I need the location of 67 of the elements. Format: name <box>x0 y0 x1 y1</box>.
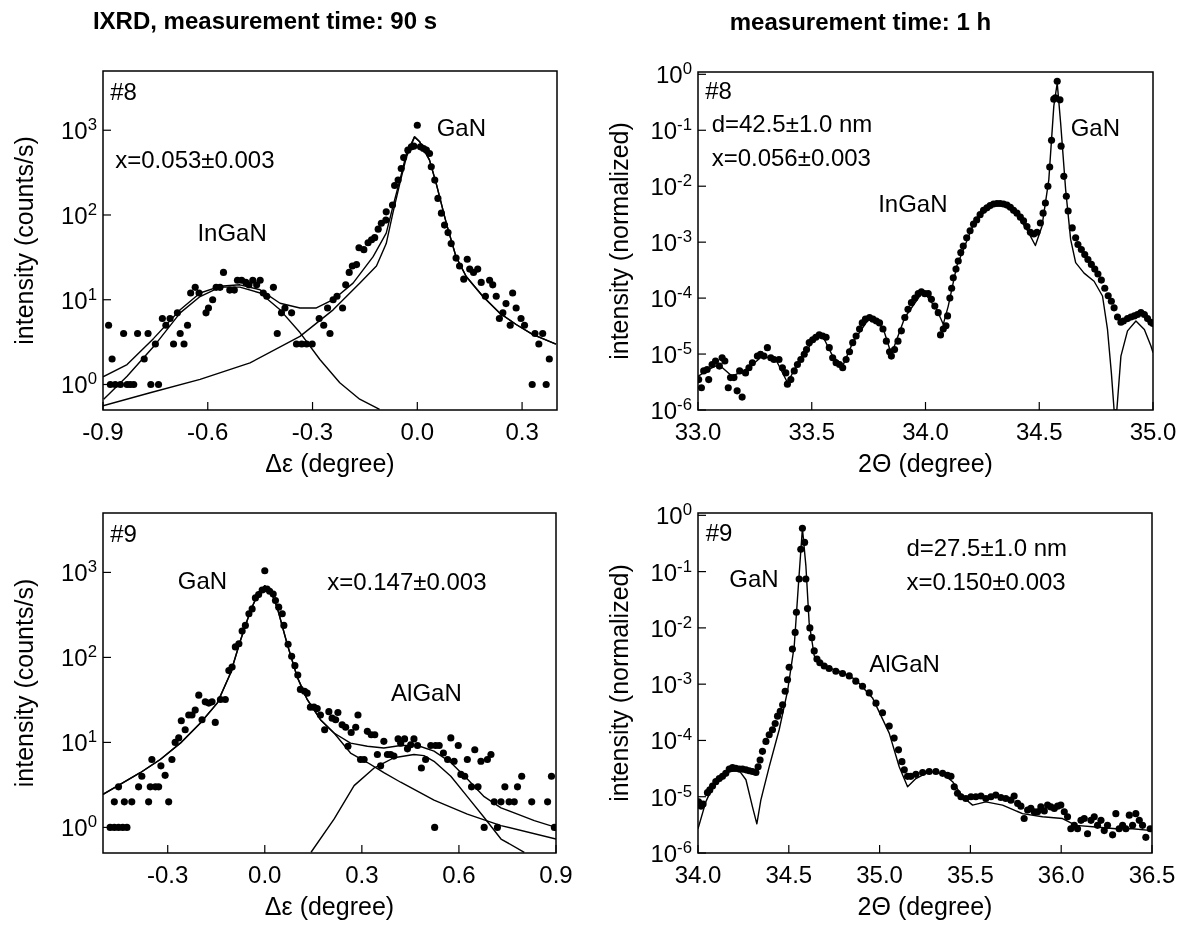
y-tick-label: 10$^{-1}$ <box>650 556 692 586</box>
x-tick-label: 0.3 <box>505 418 539 445</box>
x-axis-title: Δε (degree) <box>264 892 395 920</box>
x-tick-label: 34.5 <box>765 861 813 888</box>
y-tick-label: 10$^{-1}$ <box>650 114 692 145</box>
x-tick-label: -0.6 <box>187 418 229 445</box>
chart-title: measurement time: 1 h <box>729 8 992 35</box>
y-tick-label: 10$^{-5}$ <box>650 338 692 369</box>
annotation: x=0.150±0.003 <box>906 568 1066 596</box>
y-tick-label: 10$^{0}$ <box>60 811 97 842</box>
x-tick-label: 33.5 <box>788 418 836 445</box>
x-axis-title: Δε (degree) <box>265 449 395 477</box>
annotation: x=0.147±0.003 <box>327 568 487 596</box>
annotation: InGaN <box>878 190 948 218</box>
x-tick-label: 34.5 <box>1015 418 1063 445</box>
y-tick-label: 10$^{-2}$ <box>650 170 692 201</box>
y-tick-label: 10$^{0}$ <box>655 58 692 89</box>
annotation: AlGaN <box>391 679 462 707</box>
y-tick-label: 10$^{-4}$ <box>650 282 692 313</box>
y-tick-label: 10$^{-3}$ <box>650 668 692 699</box>
y-tick-label: 10$^{3}$ <box>60 114 97 145</box>
y-tick-label: 10$^{0}$ <box>60 368 97 399</box>
annotation: GaN <box>177 567 228 595</box>
annotation: GaN <box>1070 114 1120 142</box>
x-tick-label: 35.0 <box>1129 418 1177 445</box>
x-tick-label: -0.3 <box>291 418 334 445</box>
x-tick-label: 0.0 <box>400 418 434 445</box>
x-tick-label: -0.9 <box>82 418 124 445</box>
y-tick-label: 10$^{1}$ <box>60 284 97 314</box>
annotation: #8 <box>110 78 137 106</box>
y-tick-label: 10$^{3}$ <box>60 556 97 587</box>
x-tick-label: 0.6 <box>442 861 476 888</box>
y-tick-label: 10$^{1}$ <box>60 726 97 757</box>
y-tick-label: 10$^{-4}$ <box>650 724 692 755</box>
x-tick-label: -0.3 <box>147 861 189 888</box>
y-tick-label: 10$^{0}$ <box>655 499 692 530</box>
y-tick-label: 10$^{2}$ <box>60 199 97 229</box>
annotation: #8 <box>705 77 732 105</box>
annotation: GaN <box>436 114 487 142</box>
x-axis-title: 2Θ (degree) <box>858 449 993 477</box>
x-tick-label: 0.3 <box>345 861 379 888</box>
x-tick-label: 35.0 <box>856 861 903 888</box>
x-axis-title: 2Θ (degree) <box>857 892 993 920</box>
y-tick-label: 10$^{-3}$ <box>650 226 692 257</box>
annotation: #9 <box>110 520 137 548</box>
annotation: x=0.056±0.003 <box>711 144 871 172</box>
annotation: d=27.5±1.0 nm <box>906 534 1068 562</box>
y-tick-label: 10$^{2}$ <box>60 641 97 672</box>
x-tick-label: 35.5 <box>947 861 994 888</box>
y-axis-title: intensity (counts/s) <box>10 136 38 345</box>
annotation: x=0.053±0.003 <box>115 146 275 174</box>
x-tick-label: 34.0 <box>902 418 949 445</box>
x-tick-label: 0.9 <box>539 861 573 888</box>
y-tick-label: 10$^{-5}$ <box>650 781 692 811</box>
x-tick-label: 36.5 <box>1128 861 1176 888</box>
annotation: #9 <box>705 519 733 547</box>
y-axis-title: intensity (counts/s) <box>10 578 38 788</box>
y-axis-title: intensity (normalized) <box>605 564 633 802</box>
chart-title: IXRD, measurement time: 90 s <box>92 7 438 34</box>
x-tick-label: 36.0 <box>1037 861 1085 888</box>
annotation: d=42.5±1.0 nm <box>711 110 873 138</box>
x-tick-label: 0.0 <box>248 861 282 888</box>
y-axis-title: intensity (normalized) <box>605 122 633 360</box>
annotation: AlGaN <box>869 650 940 678</box>
annotation: GaN <box>729 565 779 592</box>
y-tick-label: 10$^{-2}$ <box>650 612 692 642</box>
annotation: InGaN <box>197 219 267 247</box>
